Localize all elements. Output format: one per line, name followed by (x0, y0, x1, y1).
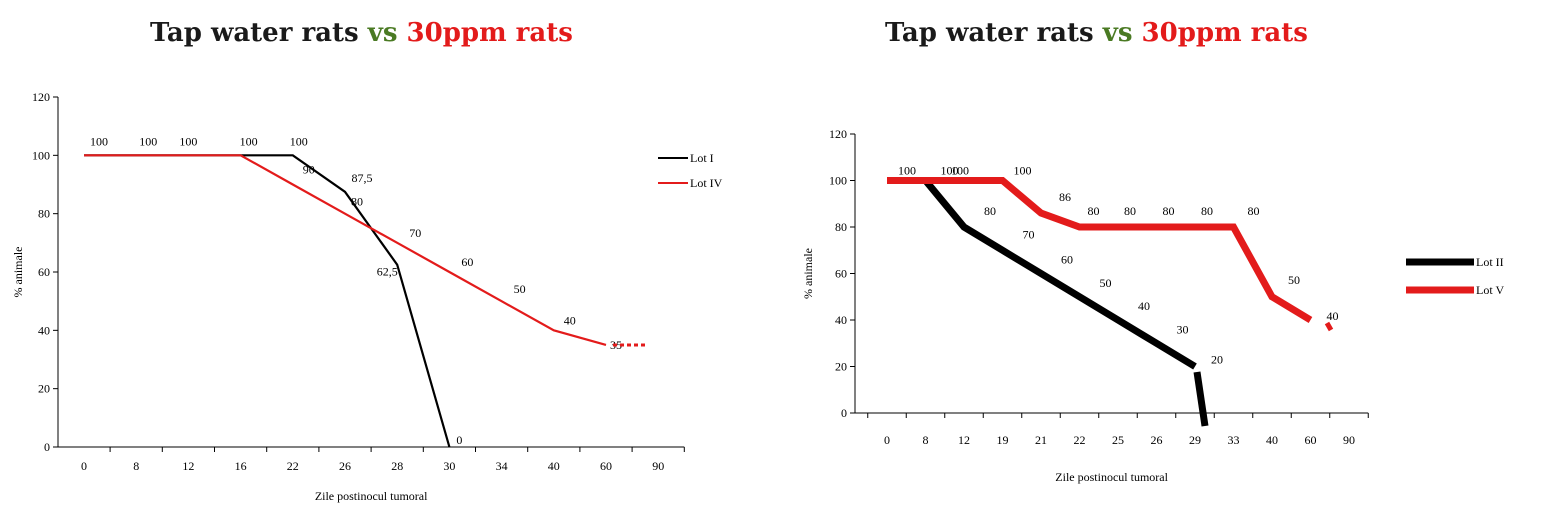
chart-2-title-vs: vs (1102, 18, 1133, 48)
chart-1-y-tick-label: 40 (38, 323, 50, 337)
chart-2-x-tick-label: 0 (884, 433, 890, 447)
chart-1-series-1-data-label: 100 (90, 134, 108, 148)
chart-1-series-2-line (84, 154, 607, 346)
chart-2-x-tick-label: 29 (1189, 433, 1201, 447)
chart-1-title-part1: Tap water rats (150, 18, 359, 48)
chart-2-x-tick-label: 12 (958, 433, 970, 447)
chart-1-y-tick-label: 120 (32, 90, 50, 104)
chart-2-title: Tap water rats vs 30ppm rats (885, 18, 1308, 48)
chart-1-x-tick-label: 12 (182, 459, 194, 473)
chart-2-y-tick-label: 60 (835, 267, 847, 281)
chart-1-x-axis-label: Zile postinocul tumoral (315, 489, 428, 503)
chart-1-series-2-data-label: 90 (303, 163, 315, 177)
chart-2-x-tick-label: 19 (997, 433, 1009, 447)
chart-2-series-1-data-label: 100 (898, 164, 916, 178)
chart-1-x-tick-label: 60 (600, 459, 612, 473)
chart-2-y-tick-label: 20 (835, 360, 847, 374)
chart-2-series-2-data-label: 80 (1201, 204, 1213, 218)
chart-2-legend-label-1: Lot II (1476, 255, 1504, 269)
chart-2-series-2-data-label: 100 (1014, 164, 1032, 178)
chart-1-y-tick-label: 20 (38, 382, 50, 396)
chart-1-series-2-data-label: 70 (409, 226, 421, 240)
chart-2-x-tick-label: 40 (1266, 433, 1278, 447)
chart-2-x-axis-label: Zile postinocul tumoral (1055, 470, 1168, 484)
chart-2-y-axis-label: % animale (801, 248, 815, 299)
chart-1-series-1-data-label: 0 (456, 433, 462, 447)
chart-2-series-2-data-label: 80 (1124, 204, 1136, 218)
chart-2-series-1-data-label: 50 (1100, 276, 1112, 290)
chart-1-y-tick-label: 0 (44, 440, 50, 454)
chart-2-x-tick-label: 21 (1035, 433, 1047, 447)
chart-2-series-2-data-label: 80 (1163, 204, 1175, 218)
chart-1-legend-label-1: Lot I (690, 151, 714, 165)
chart-2-series-2-line (887, 177, 1313, 323)
chart-1-series-1-data-label: 100 (290, 134, 308, 148)
chart-2-y-tick-label: 80 (835, 220, 847, 234)
chart-2-series-1-line (887, 177, 1197, 370)
chart-1-title: Tap water rats vs 30ppm rats (150, 18, 573, 48)
chart-2-series-2-data-label: 40 (1327, 309, 1339, 323)
chart-1-series-1-data-label: 100 (240, 134, 258, 148)
chart-2-x-tick-label: 26 (1151, 433, 1163, 447)
chart-2-series-1-data-label: 70 (1023, 227, 1035, 241)
chart-1-series-2-data-label: 60 (461, 255, 473, 269)
chart-2-x-tick-label: 90 (1343, 433, 1355, 447)
chart-2-series-2-data-label: 100 (951, 164, 969, 178)
chart-1-series-2-data-label: 40 (564, 313, 576, 327)
chart-2-series-1-tail (1193, 371, 1209, 427)
chart-2-series-1-data-label: 30 (1177, 322, 1189, 336)
chart-1-series-1-data-label: 62,5 (377, 265, 398, 279)
chart-2-series-1-data-label: 60 (1061, 253, 1073, 267)
chart-1-y-tick-label: 80 (38, 207, 50, 221)
chart-1-series-2-data-label: 50 (514, 282, 526, 296)
chart-2-y-tick-label: 40 (835, 313, 847, 327)
chart-2-series-2-data-label: 80 (1088, 204, 1100, 218)
chart-2-x-tick-label: 60 (1305, 433, 1317, 447)
chart-1-series-1-data-label: 100 (139, 134, 157, 148)
chart-2-legend-label-2: Lot V (1476, 283, 1504, 297)
chart-1-x-tick-label: 0 (81, 459, 87, 473)
chart-2-series-2-data-label: 50 (1288, 273, 1300, 287)
chart-1-x-tick-label: 30 (443, 459, 455, 473)
chart-2-x-tick-label: 22 (1074, 433, 1086, 447)
chart-1-series-1-data-label: 100 (179, 134, 197, 148)
chart-2-x-tick-label: 33 (1228, 433, 1240, 447)
chart-1-y-tick-label: 100 (32, 148, 50, 162)
chart-2-x-tick-label: 8 (923, 433, 929, 447)
chart-2-series-2-data-label: 86 (1059, 190, 1071, 204)
chart-1-x-tick-label: 26 (339, 459, 351, 473)
chart-2-series-2-tail (1324, 321, 1334, 332)
chart-2-series-1-data-label: 100 (941, 164, 959, 178)
chart-1-x-tick-label: 8 (133, 459, 139, 473)
chart-1-series-1-line (84, 154, 451, 448)
chart-1-series-1-data-label: 87,5 (352, 171, 373, 185)
chart-1-y-axis-label: % animale (11, 247, 25, 298)
chart-1-x-tick-label: 16 (235, 459, 247, 473)
chart-2-title-part2: 30ppm rats (1141, 18, 1308, 48)
chart-1-series-2-data-label: 80 (351, 195, 363, 209)
chart-2-series-1-data-label: 40 (1138, 299, 1150, 313)
chart-2-y-tick-label: 100 (829, 174, 847, 188)
chart-1-title-vs: vs (367, 18, 398, 48)
chart-1-x-tick-label: 34 (496, 459, 508, 473)
chart-2-y-tick-label: 120 (829, 127, 847, 141)
chart-1-x-tick-label: 22 (287, 459, 299, 473)
chart-2-title-part1: Tap water rats (885, 18, 1094, 48)
chart-1-title-part2: 30ppm rats (406, 18, 573, 48)
chart-1-x-tick-label: 90 (652, 459, 664, 473)
chart-2-series-1-data-label: 80 (984, 204, 996, 218)
chart-2-x-tick-label: 25 (1112, 433, 1124, 447)
chart-1-legend-label-2: Lot IV (690, 176, 723, 190)
chart-2-series-2-data-label: 80 (1248, 204, 1260, 218)
chart-2-y-tick-label: 0 (841, 406, 847, 420)
chart-1-x-tick-label: 40 (548, 459, 560, 473)
chart-1-x-tick-label: 28 (391, 459, 403, 473)
chart-2-series-1-data-label: 20 (1211, 353, 1223, 367)
chart-1-y-tick-label: 60 (38, 265, 50, 279)
